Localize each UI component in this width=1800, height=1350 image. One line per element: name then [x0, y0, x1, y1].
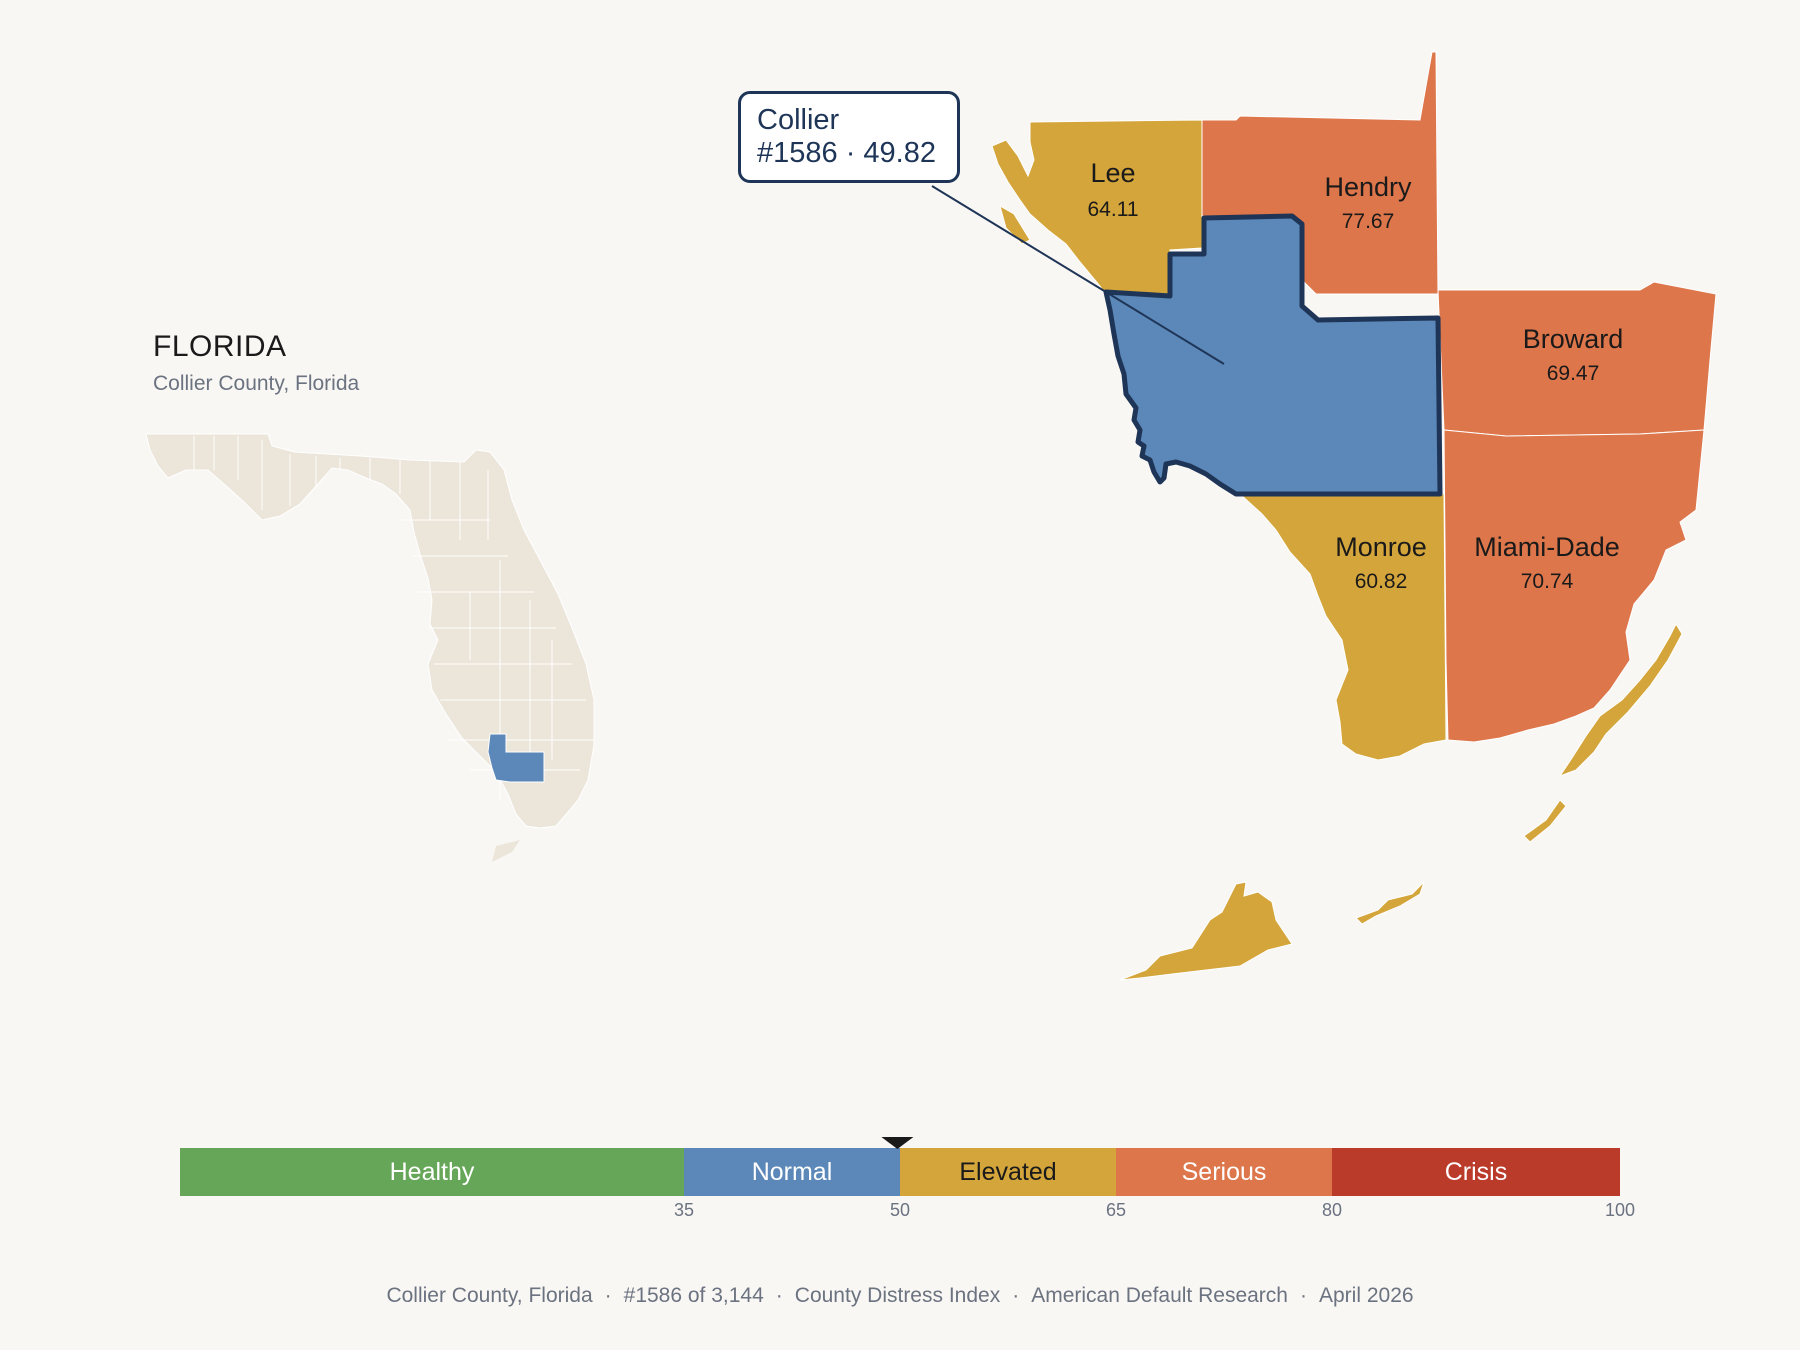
legend-segment-serious	[1116, 1148, 1332, 1196]
callout-county-name: Collier	[757, 104, 840, 136]
county-monroe-keys	[1558, 622, 1683, 778]
footer-county: Collier County, Florida	[386, 1284, 593, 1307]
footer-separator: ·	[1299, 1284, 1307, 1307]
callout-rank-value: #1586 · 49.82	[757, 137, 936, 169]
state-title: FLORIDA	[153, 330, 287, 363]
footer-separator: ·	[1012, 1284, 1020, 1307]
footer-publisher: American Default Research	[1031, 1284, 1288, 1307]
footer-separator: ·	[604, 1284, 612, 1307]
collier-inset-highlight	[487, 733, 545, 783]
legend-segment-elevated	[900, 1148, 1116, 1196]
county-label-lee-name: Lee	[1090, 158, 1135, 188]
legend-segment-normal	[684, 1148, 900, 1196]
footer-index-name: County Distress Index	[794, 1284, 1001, 1307]
detail-county-map	[991, 51, 1717, 981]
florida-inset-map	[145, 433, 595, 862]
county-miami-dade[interactable]	[1443, 429, 1705, 743]
county-monroe-keys-tail	[1523, 799, 1567, 843]
county-label-miami-dade-name: Miami-Dade	[1474, 532, 1620, 562]
florida-county-lines	[193, 436, 594, 800]
legend-tick-label: 50	[890, 1200, 910, 1220]
county-label-lee-value: 64.11	[1088, 198, 1139, 221]
footer-rank: #1586 of 3,144	[623, 1284, 764, 1307]
county-monroe[interactable]	[1238, 493, 1447, 761]
callout-leader-line	[931, 185, 1225, 365]
category-legend: Healthy Normal Elevated Serious Crisis 35 50 65…	[180, 1137, 1635, 1220]
legend-segment-healthy	[180, 1148, 684, 1196]
county-label-hendry-value: 77.67	[1342, 210, 1395, 233]
county-labels: Lee 64.11 Hendry 77.67 Broward 69.47 Mon…	[1088, 158, 1624, 593]
legend-tick-label: 65	[1106, 1200, 1126, 1220]
county-label-monroe-value: 60.82	[1355, 570, 1408, 593]
county-label-monroe-name: Monroe	[1335, 532, 1427, 562]
county-lee-island	[999, 204, 1031, 245]
state-subtitle: Collier County, Florida	[153, 372, 360, 395]
florida-state-shape	[145, 433, 595, 829]
county-callout: Collier #1586 · 49.82	[738, 91, 960, 183]
legend-label-healthy: Healthy	[390, 1158, 475, 1186]
legend-label-serious: Serious	[1182, 1158, 1267, 1186]
legend-label-elevated: Elevated	[959, 1158, 1056, 1186]
legend-segment-crisis	[1332, 1148, 1620, 1196]
county-label-miami-dade-value: 70.74	[1521, 570, 1574, 593]
footer: Collier County, Florida · #1586 of 3,144 · C…	[0, 1284, 1800, 1308]
legend-tick-label: 100	[1605, 1200, 1635, 1220]
county-label-broward-name: Broward	[1523, 324, 1624, 354]
footer-date: April 2026	[1318, 1284, 1414, 1307]
county-collier[interactable]	[1103, 213, 1443, 497]
legend-value-marker	[881, 1137, 914, 1149]
legend-tick-label: 80	[1322, 1200, 1342, 1220]
florida-keys-inset	[492, 840, 520, 862]
footer-separator: ·	[775, 1284, 783, 1307]
legend-tick-label: 35	[674, 1200, 694, 1220]
county-label-broward-value: 69.47	[1547, 362, 1600, 385]
county-label-hendry-name: Hendry	[1324, 172, 1412, 202]
legend-label-crisis: Crisis	[1445, 1158, 1508, 1186]
county-monroe-small-keys	[1355, 881, 1425, 925]
county-broward[interactable]	[1437, 281, 1717, 437]
county-monroe-island	[1119, 881, 1293, 981]
legend-label-normal: Normal	[752, 1158, 833, 1186]
